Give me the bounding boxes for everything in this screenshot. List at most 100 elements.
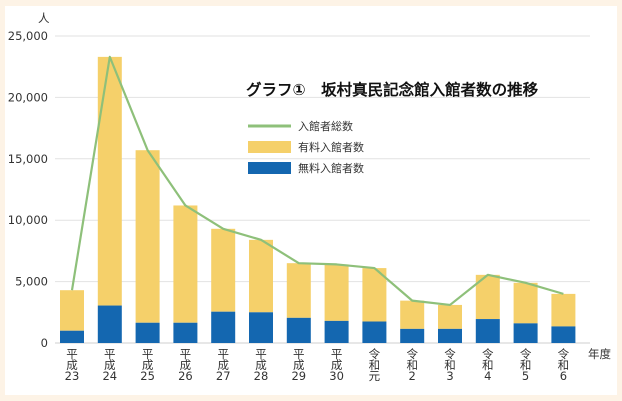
x-tick-label-part: 和 (520, 358, 532, 372)
bar-free (60, 330, 84, 343)
x-tick-label-part: 4 (484, 369, 491, 383)
bar-free (135, 322, 160, 343)
x-tick-label-part: 令 (558, 347, 570, 361)
y-tick-label: 20,000 (8, 90, 48, 104)
x-axis-ticks: 平成23平成24平成25平成26平成27平成28平成29平成30令和元令和2令和… (65, 347, 570, 383)
x-tick-label-part: 平 (255, 347, 267, 361)
bar-paid (324, 264, 349, 321)
bar-free (475, 319, 500, 343)
x-tick-label-part: 和 (369, 358, 381, 372)
x-tick-label-part: 成 (180, 358, 192, 372)
x-tick-label-part: 成 (66, 358, 78, 372)
bar-free (438, 328, 462, 343)
x-tick-label-part: 平 (217, 347, 229, 361)
x-tick-label-part: 30 (329, 369, 344, 383)
bar-free (400, 328, 425, 343)
legend-swatch-line (248, 124, 291, 128)
x-tick-label-part: 成 (293, 358, 305, 372)
x-tick-label-part: 6 (560, 369, 567, 383)
x-tick-label-part: 平 (293, 347, 305, 361)
bar-paid (211, 228, 236, 312)
x-tick-label-part: 和 (444, 358, 456, 372)
total-line (70, 55, 564, 307)
x-tick-label: 令和2 (406, 347, 418, 383)
x-tick-label-part: 平 (331, 347, 343, 361)
x-tick-label-part: 26 (178, 369, 193, 383)
x-tick-label-part: 平 (180, 347, 192, 361)
x-tick-label-part: 令 (444, 347, 456, 361)
total-visitors-line (70, 55, 564, 307)
x-tick-label-part: 29 (291, 369, 306, 383)
bar-free (551, 326, 576, 343)
y-axis-unit: 人 (38, 11, 50, 25)
bar-free (286, 317, 311, 343)
y-tick-label: 10,000 (8, 213, 48, 227)
chart-title: グラフ① 坂村真民記念館入館者数の推移 (246, 80, 539, 99)
bar-free (324, 320, 349, 343)
bar-paid (173, 205, 198, 323)
bar-free (362, 321, 387, 343)
x-tick-label-part: 3 (446, 369, 453, 383)
bar-paid (551, 293, 576, 327)
x-tick-label-part: 和 (558, 358, 570, 372)
x-tick-label-part: 平 (142, 347, 154, 361)
x-tick-label-part: 25 (140, 369, 155, 383)
legend-swatch-box (248, 141, 291, 153)
bar-paid (249, 239, 273, 313)
bar-free (97, 305, 122, 343)
bar-free (513, 323, 538, 343)
legend-label: 入館者総数 (298, 119, 353, 133)
bars (60, 56, 576, 343)
x-tick-label-part: 平 (104, 347, 116, 361)
x-tick-label-part: 23 (65, 369, 80, 383)
bar-paid (513, 282, 538, 324)
legend-label: 有料入館者数 (298, 140, 364, 154)
y-axis-ticks: 0 5,000 10,000 15,000 20,000 25,000 (8, 29, 48, 350)
x-tick-label-part: 令 (406, 347, 418, 361)
x-tick-label-part: 成 (217, 358, 229, 372)
bar-paid (97, 56, 122, 306)
x-tick-label-part: 5 (522, 369, 529, 383)
x-tick-label-part: 成 (255, 358, 267, 372)
bar-paid (135, 150, 160, 323)
legend-label: 無料入館者数 (298, 161, 364, 175)
x-tick-label-part: 28 (254, 369, 269, 383)
bar-free (249, 312, 273, 343)
x-tick-label-part: 元 (369, 369, 381, 383)
x-tick-label: 令和6 (558, 347, 570, 383)
bar-free (173, 322, 198, 343)
bar-paid (438, 304, 462, 329)
x-tick-label-part: 成 (142, 358, 154, 372)
y-tick-label: 25,000 (8, 29, 48, 43)
legend-swatch-box (248, 162, 291, 174)
x-tick-label-part: 成 (331, 358, 343, 372)
y-tick-label: 0 (41, 336, 48, 350)
x-tick-label: 令和4 (482, 347, 494, 383)
bar-paid (400, 300, 425, 329)
x-tick-label-part: 和 (482, 358, 494, 372)
y-tick-label: 15,000 (8, 152, 48, 166)
bar-paid (60, 290, 84, 331)
x-tick-label-part: 24 (102, 369, 117, 383)
bar-paid (286, 263, 311, 318)
x-tick-label: 令和3 (444, 347, 456, 383)
x-tick-label-part: 和 (406, 358, 418, 372)
x-tick-label-part: 令 (369, 347, 381, 361)
x-axis-unit: 年度 (588, 347, 611, 361)
x-tick-label-part: 令 (520, 347, 532, 361)
x-tick-label-part: 27 (216, 369, 231, 383)
bar-paid (362, 268, 387, 322)
x-tick-label-part: 令 (482, 347, 494, 361)
x-tick-label-part: 2 (409, 369, 416, 383)
x-tick-label-part: 平 (66, 347, 78, 361)
x-tick-label: 令和元 (369, 347, 381, 383)
bar-free (211, 311, 236, 343)
